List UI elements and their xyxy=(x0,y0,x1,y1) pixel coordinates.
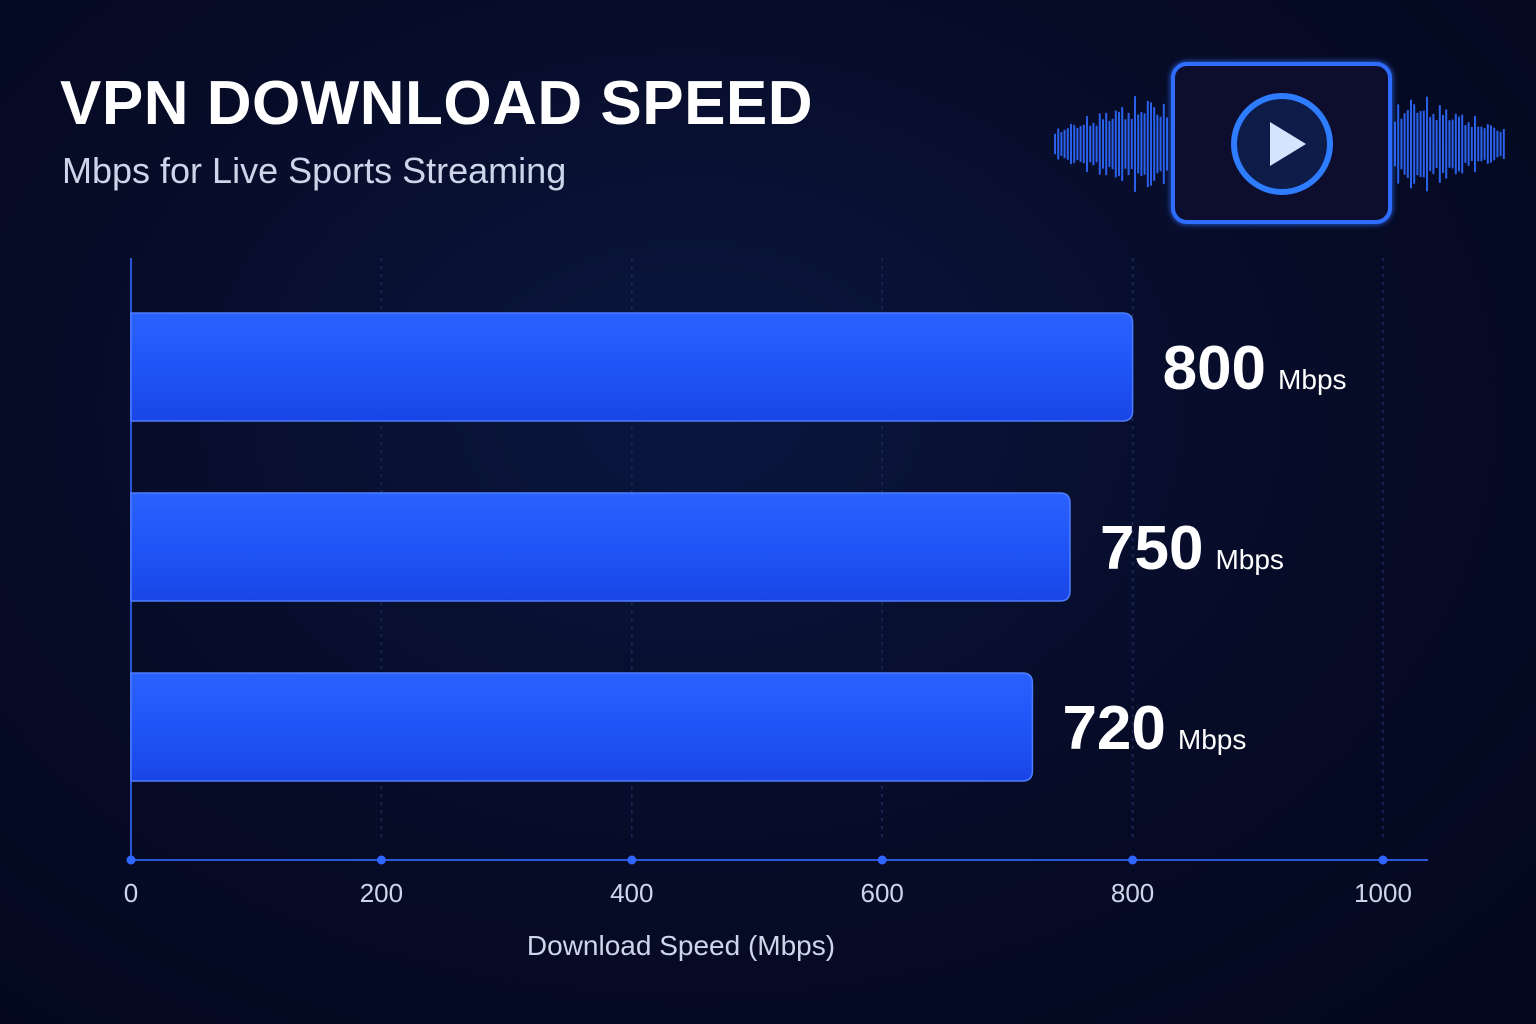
x-tick-dot xyxy=(1378,855,1388,865)
bar xyxy=(130,492,1071,602)
bar-value-label: 720 Mbps xyxy=(1062,694,1246,763)
x-axis-ticks: 0 200 400 600 800 1000 xyxy=(124,855,1412,908)
bar xyxy=(130,672,1034,782)
x-tick-dot xyxy=(627,855,637,865)
x-tick-label: 800 xyxy=(1111,878,1154,908)
chart-title: VPN DOWNLOAD SPEED xyxy=(60,69,814,138)
chart-subtitle: Mbps for Live Sports Streaming xyxy=(62,150,567,191)
bar-value-label: 800 Mbps xyxy=(1163,334,1347,403)
x-tick-dot xyxy=(376,855,386,865)
bar-value-label: 750 Mbps xyxy=(1100,514,1284,583)
play-button-icon xyxy=(1171,62,1392,224)
x-tick-label: 200 xyxy=(360,878,403,908)
x-axis-label: Download Speed (Mbps) xyxy=(527,930,835,961)
bar-value-labels: 800 Mbps 750 Mbps 720 Mbps xyxy=(1062,334,1346,763)
x-tick-label: 600 xyxy=(861,878,904,908)
x-tick-dot xyxy=(1128,855,1138,865)
x-tick-dot xyxy=(877,855,887,865)
x-tick-label: 400 xyxy=(610,878,653,908)
media-graphic xyxy=(1054,62,1505,224)
x-tick-dot xyxy=(126,855,136,865)
x-tick-label: 0 xyxy=(124,878,138,908)
sound-wave-icon xyxy=(1054,96,1505,192)
x-tick-label: 1000 xyxy=(1354,878,1412,908)
bar xyxy=(130,312,1134,422)
bars xyxy=(130,312,1134,782)
